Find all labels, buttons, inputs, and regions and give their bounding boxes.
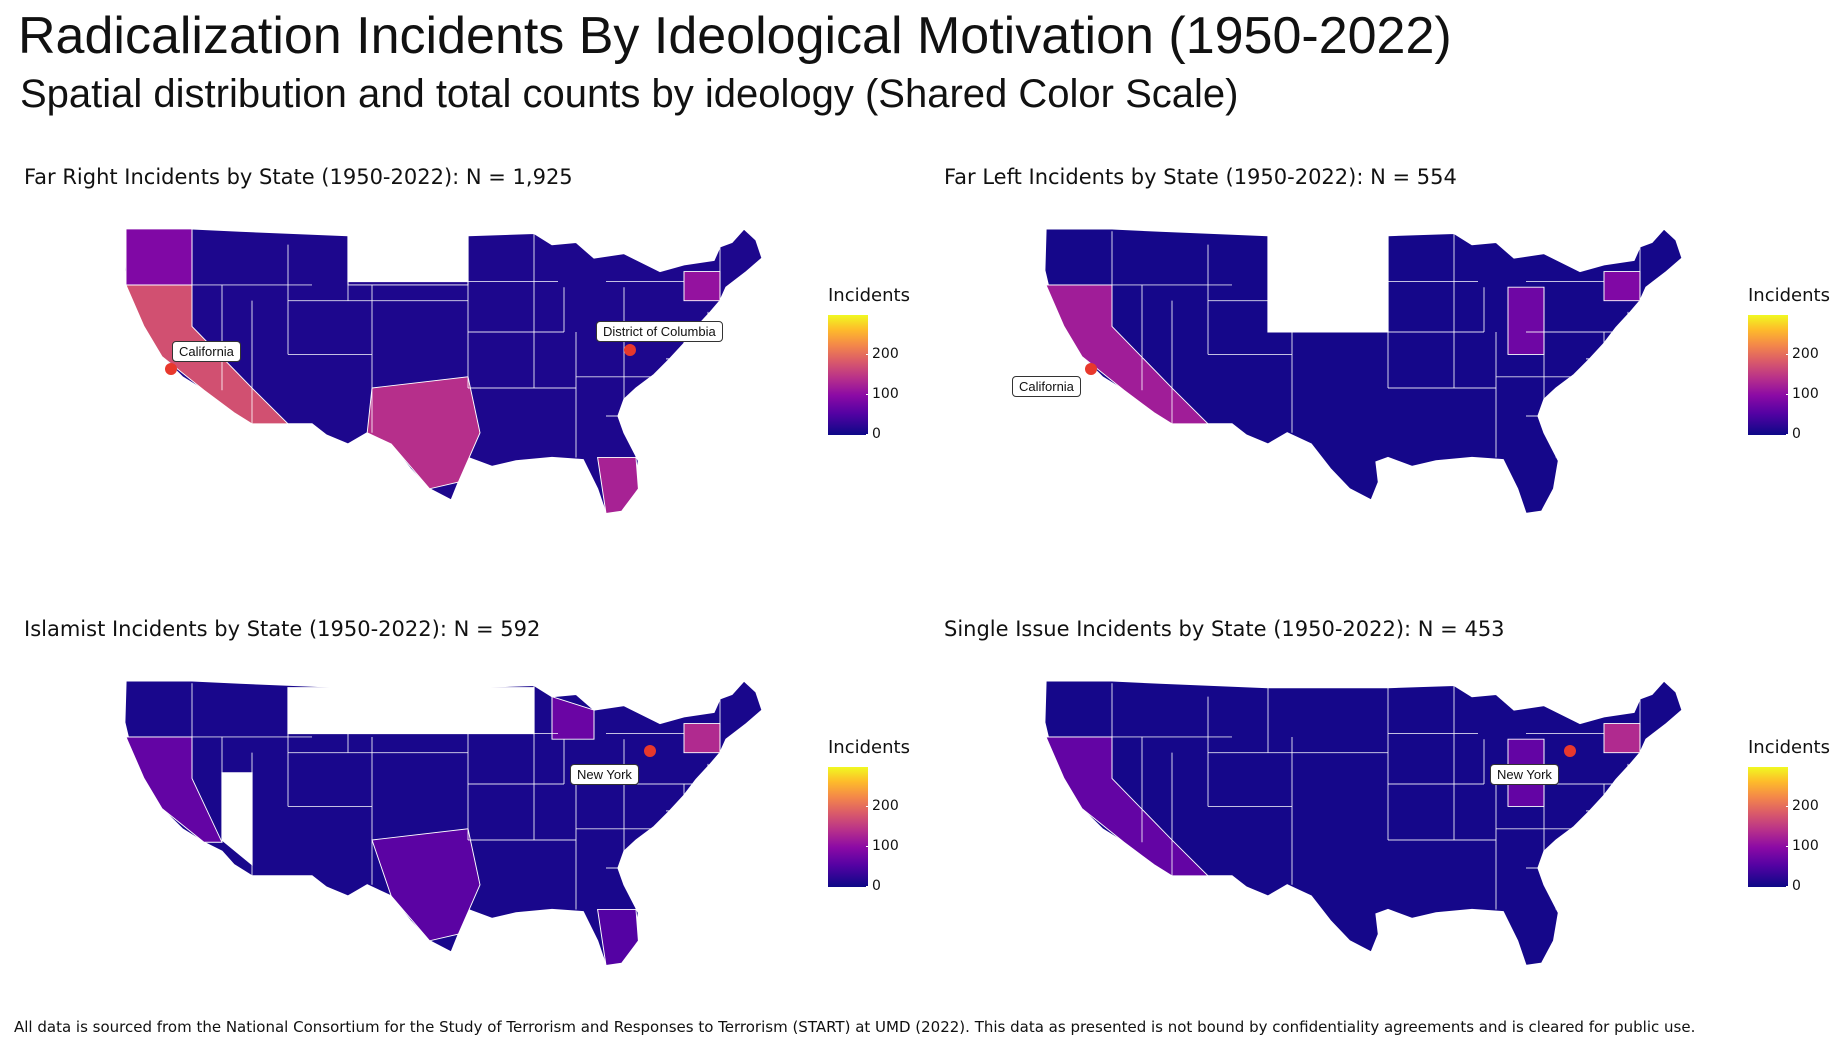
main-title: Radicalization Incidents By Ideological … (18, 7, 1452, 65)
single-issue-map-panel: Single Issue Incidents by State (1950-20… (940, 617, 1840, 1057)
legend-title: Incidents (828, 737, 910, 758)
legend-tick-0: 0 (1786, 426, 1801, 442)
source-footnote: All data is sourced from the National Co… (14, 1018, 1696, 1036)
legend-tick-100: 100 (1786, 386, 1819, 402)
highlight-dot-new-york (644, 745, 656, 757)
state-region (683, 723, 721, 754)
far-right-map-panel: Far Right Incidents by State (1950-2022)… (20, 165, 920, 605)
panel-title: Single Issue Incidents by State (1950-20… (944, 617, 1505, 641)
legend-tick-100: 100 (1786, 838, 1819, 854)
state-label-new-york: New York (1490, 764, 1559, 785)
us-choropleth-map (1044, 680, 1683, 967)
legend-tick-200: 200 (866, 798, 899, 814)
state-label-new-york: New York (570, 764, 639, 785)
legend-tick-200: 200 (1786, 346, 1819, 362)
legend-tick-100: 100 (866, 838, 899, 854)
state-region (366, 376, 481, 490)
no-data-region (287, 687, 535, 735)
state-region (371, 828, 481, 942)
legend-colorbar (1748, 315, 1788, 435)
state-region (1603, 723, 1641, 754)
state-region (597, 908, 639, 966)
state-region (1507, 286, 1545, 355)
us-choropleth-map (124, 228, 763, 515)
state-region (1603, 271, 1641, 302)
color-legend: Incidents 0 100 200 (828, 737, 938, 907)
legend-tick-200: 200 (866, 346, 899, 362)
legend-colorbar (1748, 767, 1788, 887)
color-legend: Incidents 0 100 200 (1748, 737, 1840, 907)
legend-tick-200: 200 (1786, 798, 1819, 814)
panel-title: Far Right Incidents by State (1950-2022)… (24, 165, 573, 189)
state-region (1045, 736, 1210, 877)
highlight-dot-new-york (1564, 745, 1576, 757)
legend-title: Incidents (1748, 737, 1830, 758)
state-region (551, 696, 595, 740)
islamist-map-panel: Islamist Incidents by State (1950-2022):… (20, 617, 920, 1057)
no-data-region (347, 235, 469, 283)
legend-tick-100: 100 (866, 386, 899, 402)
legend-tick-0: 0 (866, 426, 881, 442)
state-region (597, 456, 639, 514)
panel-title: Islamist Incidents by State (1950-2022):… (24, 617, 541, 641)
highlight-dot-california (165, 363, 177, 375)
us-choropleth-map (1044, 228, 1683, 515)
highlight-dot-california (1085, 363, 1097, 375)
panel-title: Far Left Incidents by State (1950-2022):… (944, 165, 1457, 189)
legend-colorbar (828, 767, 868, 887)
far-left-map-panel: Far Left Incidents by State (1950-2022):… (940, 165, 1840, 605)
state-label-california: California (1012, 376, 1081, 397)
us-land-mass (124, 680, 763, 967)
state-region (125, 736, 223, 843)
state-label-district-of-columbia: District of Columbia (596, 321, 723, 342)
legend-title: Incidents (828, 285, 910, 306)
legend-tick-0: 0 (866, 878, 881, 894)
state-region (125, 228, 193, 286)
state-region (683, 271, 721, 302)
color-legend: Incidents 0 100 200 (828, 285, 938, 455)
subtitle: Spatial distribution and total counts by… (20, 72, 1239, 116)
us-choropleth-map (124, 680, 763, 967)
legend-tick-0: 0 (1786, 878, 1801, 894)
legend-colorbar (828, 315, 868, 435)
highlight-dot-dc (624, 344, 636, 356)
color-legend: Incidents 0 100 200 (1748, 285, 1840, 455)
legend-title: Incidents (1748, 285, 1830, 306)
state-label-california: California (172, 341, 241, 362)
no-data-region (1267, 235, 1389, 333)
